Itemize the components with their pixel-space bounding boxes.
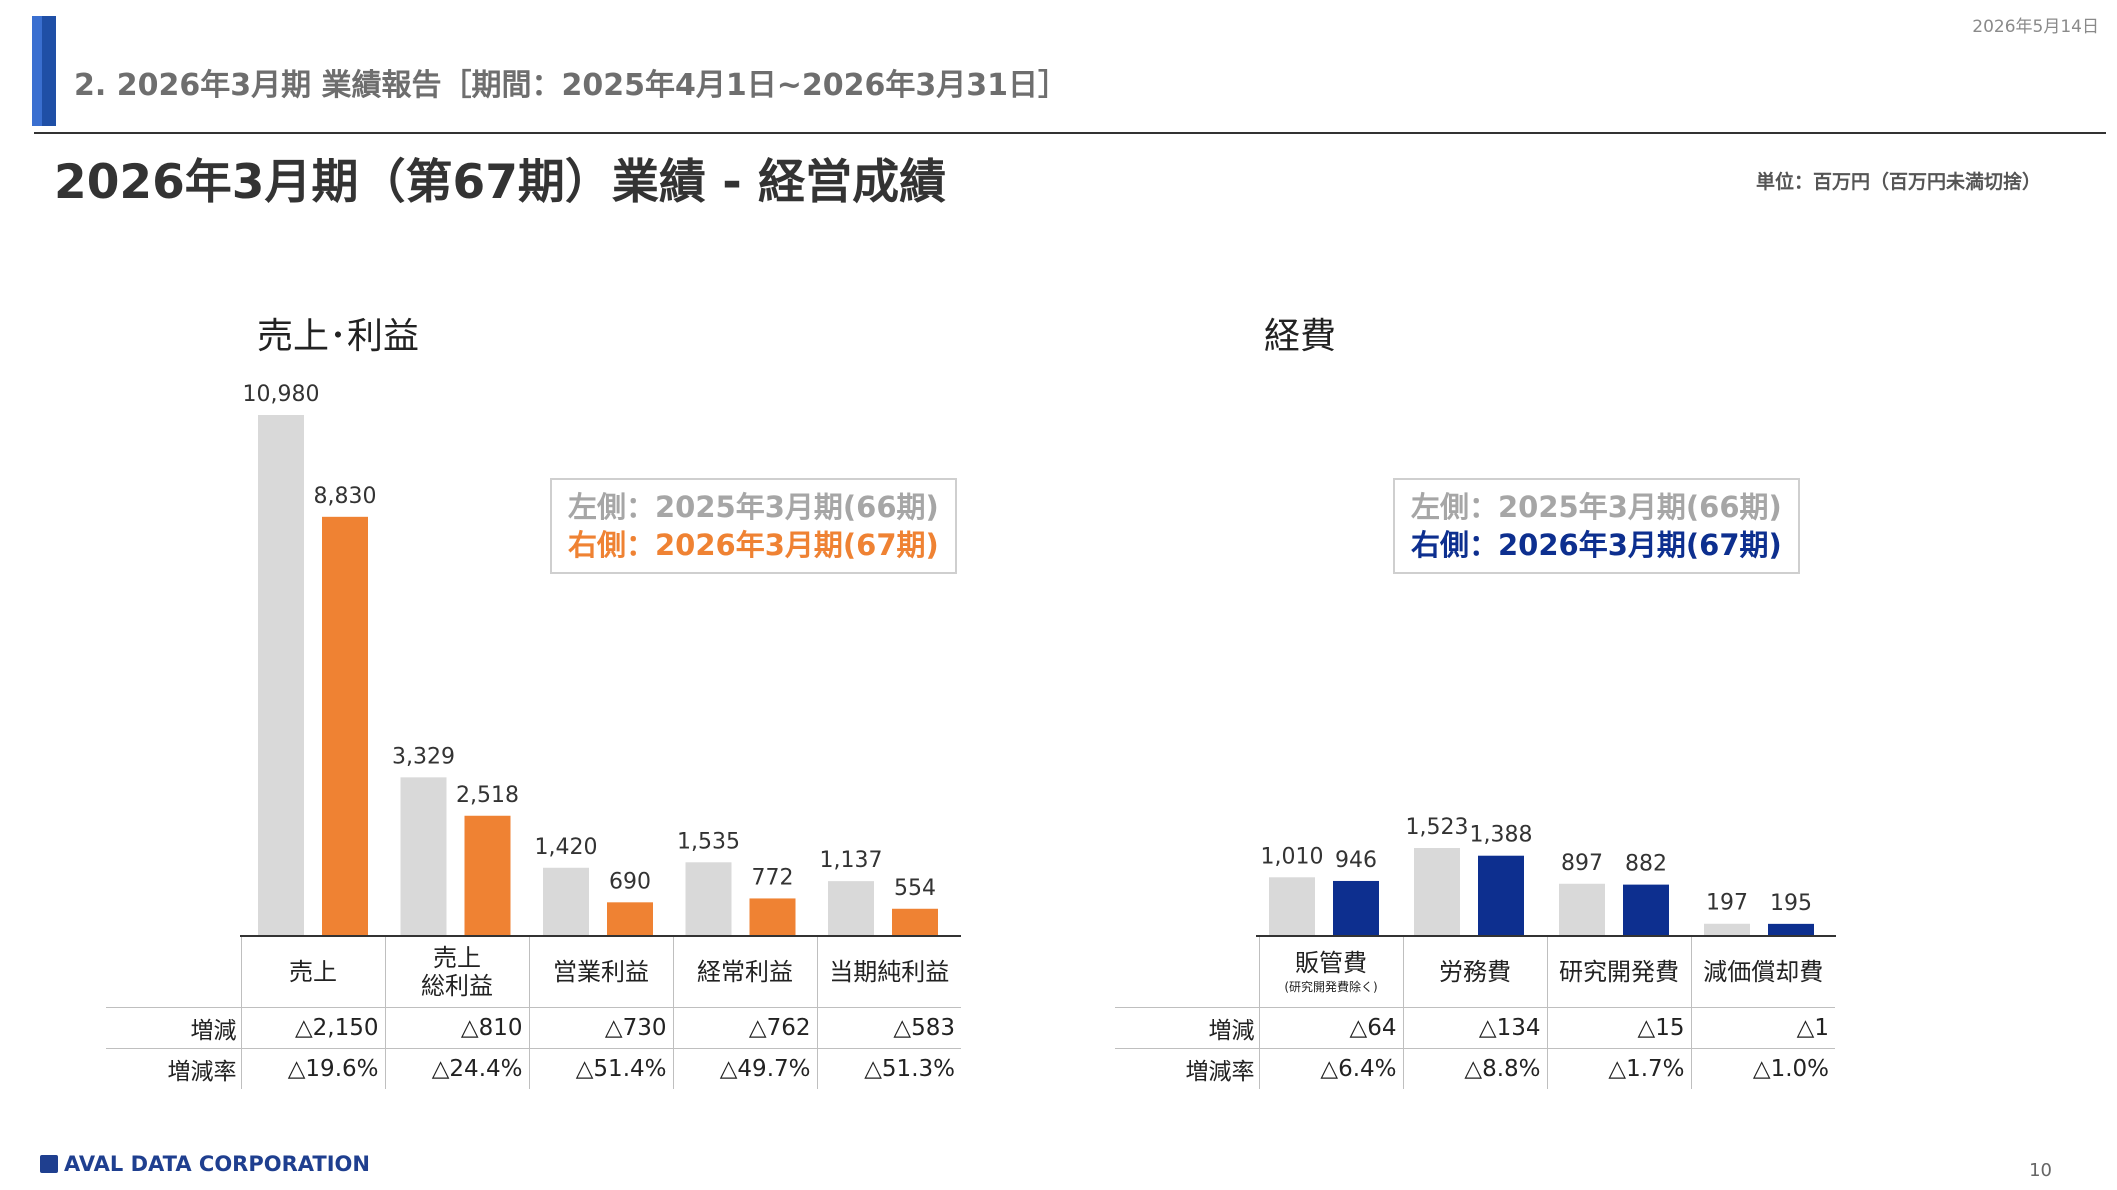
bar-prev — [543, 867, 589, 935]
data-label: 1,535 — [677, 829, 740, 854]
data-label: 10,980 — [243, 382, 320, 407]
rate-cell: △1.7% — [1546, 1048, 1691, 1089]
data-label: 690 — [609, 869, 651, 894]
row-label: 増減率 — [1115, 1048, 1259, 1089]
data-label: 2,518 — [456, 783, 519, 808]
rate-cell: △1.0% — [1690, 1048, 1835, 1089]
category-header: 経常利益 — [672, 937, 817, 1008]
diff-cell: △1 — [1690, 1007, 1835, 1049]
bar-current — [892, 908, 938, 935]
bar-prev — [1559, 883, 1605, 935]
diff-cell: △15 — [1546, 1007, 1691, 1049]
header-divider — [34, 132, 2106, 134]
category-header: 営業利益 — [528, 937, 673, 1008]
category-header-line: 売上 — [433, 944, 481, 972]
data-label: 772 — [752, 865, 794, 890]
table-corner — [1115, 937, 1259, 1008]
rate-cell: △51.4% — [528, 1048, 673, 1089]
row-label: 増減 — [106, 1007, 241, 1049]
data-label: 195 — [1770, 891, 1812, 916]
page-title: 2026年3月期（第67期）業績 - 経営成績 — [54, 155, 947, 210]
category-header-note: (研究開発費除く) — [1284, 980, 1378, 994]
sales-legend-prev: 左側：2025年3月期(66期) — [568, 490, 939, 524]
category-header: 研究開発費 — [1546, 937, 1691, 1008]
bar-prev — [1269, 877, 1315, 935]
data-label: 1,388 — [1470, 823, 1533, 848]
diff-cell: △134 — [1402, 1007, 1547, 1049]
sales-legend-current: 右側：2026年3月期(67期) — [568, 528, 939, 562]
data-label: 197 — [1706, 891, 1748, 916]
category-header: 減価償却費 — [1690, 937, 1835, 1008]
rate-cell: △49.7% — [672, 1048, 817, 1089]
bar-prev — [258, 415, 304, 935]
table-corner — [106, 937, 241, 1008]
expense-change-table: 販管費 (研究開発費除く) 労務費 研究開発費 減価償却費 増減 △64 △13… — [1115, 937, 1835, 1089]
section-title: 2. 2026年3月期 業績報告［期間：2025年4月1日~2026年3月31日… — [74, 68, 1069, 103]
table-row: 増減 △64 △134 △15 △1 — [1115, 1007, 1835, 1049]
sales-legend: 左側：2025年3月期(66期) 右側：2026年3月期(67期) — [550, 478, 957, 574]
bar-prev — [685, 862, 732, 935]
diff-cell: △730 — [528, 1007, 673, 1049]
row-label: 増減 — [1115, 1007, 1259, 1049]
page-number: 10 — [2029, 1160, 2052, 1181]
rate-cell: △19.6% — [240, 1048, 385, 1089]
bar-current — [464, 815, 511, 935]
rate-cell: △24.4% — [384, 1048, 529, 1089]
logo-mark-icon — [40, 1155, 58, 1173]
category-header-line: 総利益 — [421, 972, 493, 1000]
bar-current — [322, 516, 368, 935]
rate-cell: △8.8% — [1402, 1048, 1547, 1089]
diff-cell: △2,150 — [240, 1007, 385, 1049]
bar-prev — [1704, 923, 1750, 935]
data-label: 1,010 — [1261, 844, 1324, 869]
data-label: 946 — [1335, 848, 1377, 873]
sales-chart-title: 売上･利益 — [257, 316, 420, 357]
category-header-label: 販管費 — [1295, 949, 1367, 977]
header-accent-bar-highlight — [32, 16, 42, 126]
diff-cell: △64 — [1258, 1007, 1403, 1049]
category-header: 売上 総利益 — [384, 937, 529, 1008]
diff-cell: △583 — [816, 1007, 961, 1049]
data-label: 8,830 — [314, 484, 377, 509]
diff-cell: △810 — [384, 1007, 529, 1049]
rate-cell: △51.3% — [816, 1048, 961, 1089]
bar-prev — [1414, 848, 1460, 935]
sales-change-table: 売上 売上 総利益 営業利益 経常利益 当期純利益 増減 △2,150 △810 … — [106, 937, 961, 1089]
table-row: 増減 △2,150 △810 △730 △762 △583 — [106, 1007, 961, 1049]
bar-current — [1768, 923, 1814, 935]
diff-cell: △762 — [672, 1007, 817, 1049]
report-date: 2026年5月14日 — [1972, 17, 2099, 37]
category-header: 当期純利益 — [816, 937, 961, 1008]
bar-current — [749, 898, 796, 935]
data-label: 882 — [1625, 852, 1667, 877]
data-label: 897 — [1561, 851, 1603, 876]
category-header: 売上 — [240, 937, 385, 1008]
company-logo: AVAL DATA CORPORATION — [40, 1152, 370, 1176]
data-label: 1,523 — [1406, 815, 1469, 840]
rate-cell: △6.4% — [1258, 1048, 1403, 1089]
table-row: 増減率 △6.4% △8.8% △1.7% △1.0% — [1115, 1048, 1835, 1089]
bar-current — [1623, 884, 1669, 935]
bar-current — [1478, 855, 1524, 935]
bar-current — [607, 902, 653, 935]
data-label: 1,137 — [820, 848, 883, 873]
table-row: 増減率 △19.6% △24.4% △51.4% △49.7% △51.3% — [106, 1048, 961, 1089]
data-label: 1,420 — [535, 835, 598, 860]
data-label: 554 — [894, 876, 936, 901]
bar-prev — [400, 777, 447, 935]
cost-legend-prev: 左側：2025年3月期(66期) — [1411, 490, 1782, 524]
data-label: 3,329 — [392, 744, 455, 769]
cost-legend: 左側：2025年3月期(66期) 右側：2026年3月期(67期) — [1393, 478, 1800, 574]
cost-chart-title: 経費 — [1264, 316, 1337, 357]
category-header: 労務費 — [1402, 937, 1547, 1008]
bar-current — [1333, 880, 1379, 935]
expense-chart: 1,010 946 1,523 1,388 897 882 197 195 — [1256, 815, 1836, 937]
row-label: 増減率 — [106, 1048, 241, 1089]
bar-prev — [828, 881, 874, 935]
unit-note: 単位：百万円（百万円未満切捨） — [1755, 171, 2041, 193]
cost-legend-current: 右側：2026年3月期(67期) — [1411, 528, 1782, 562]
company-name: AVAL DATA CORPORATION — [64, 1152, 370, 1176]
category-header: 販管費 (研究開発費除く) — [1258, 937, 1403, 1008]
